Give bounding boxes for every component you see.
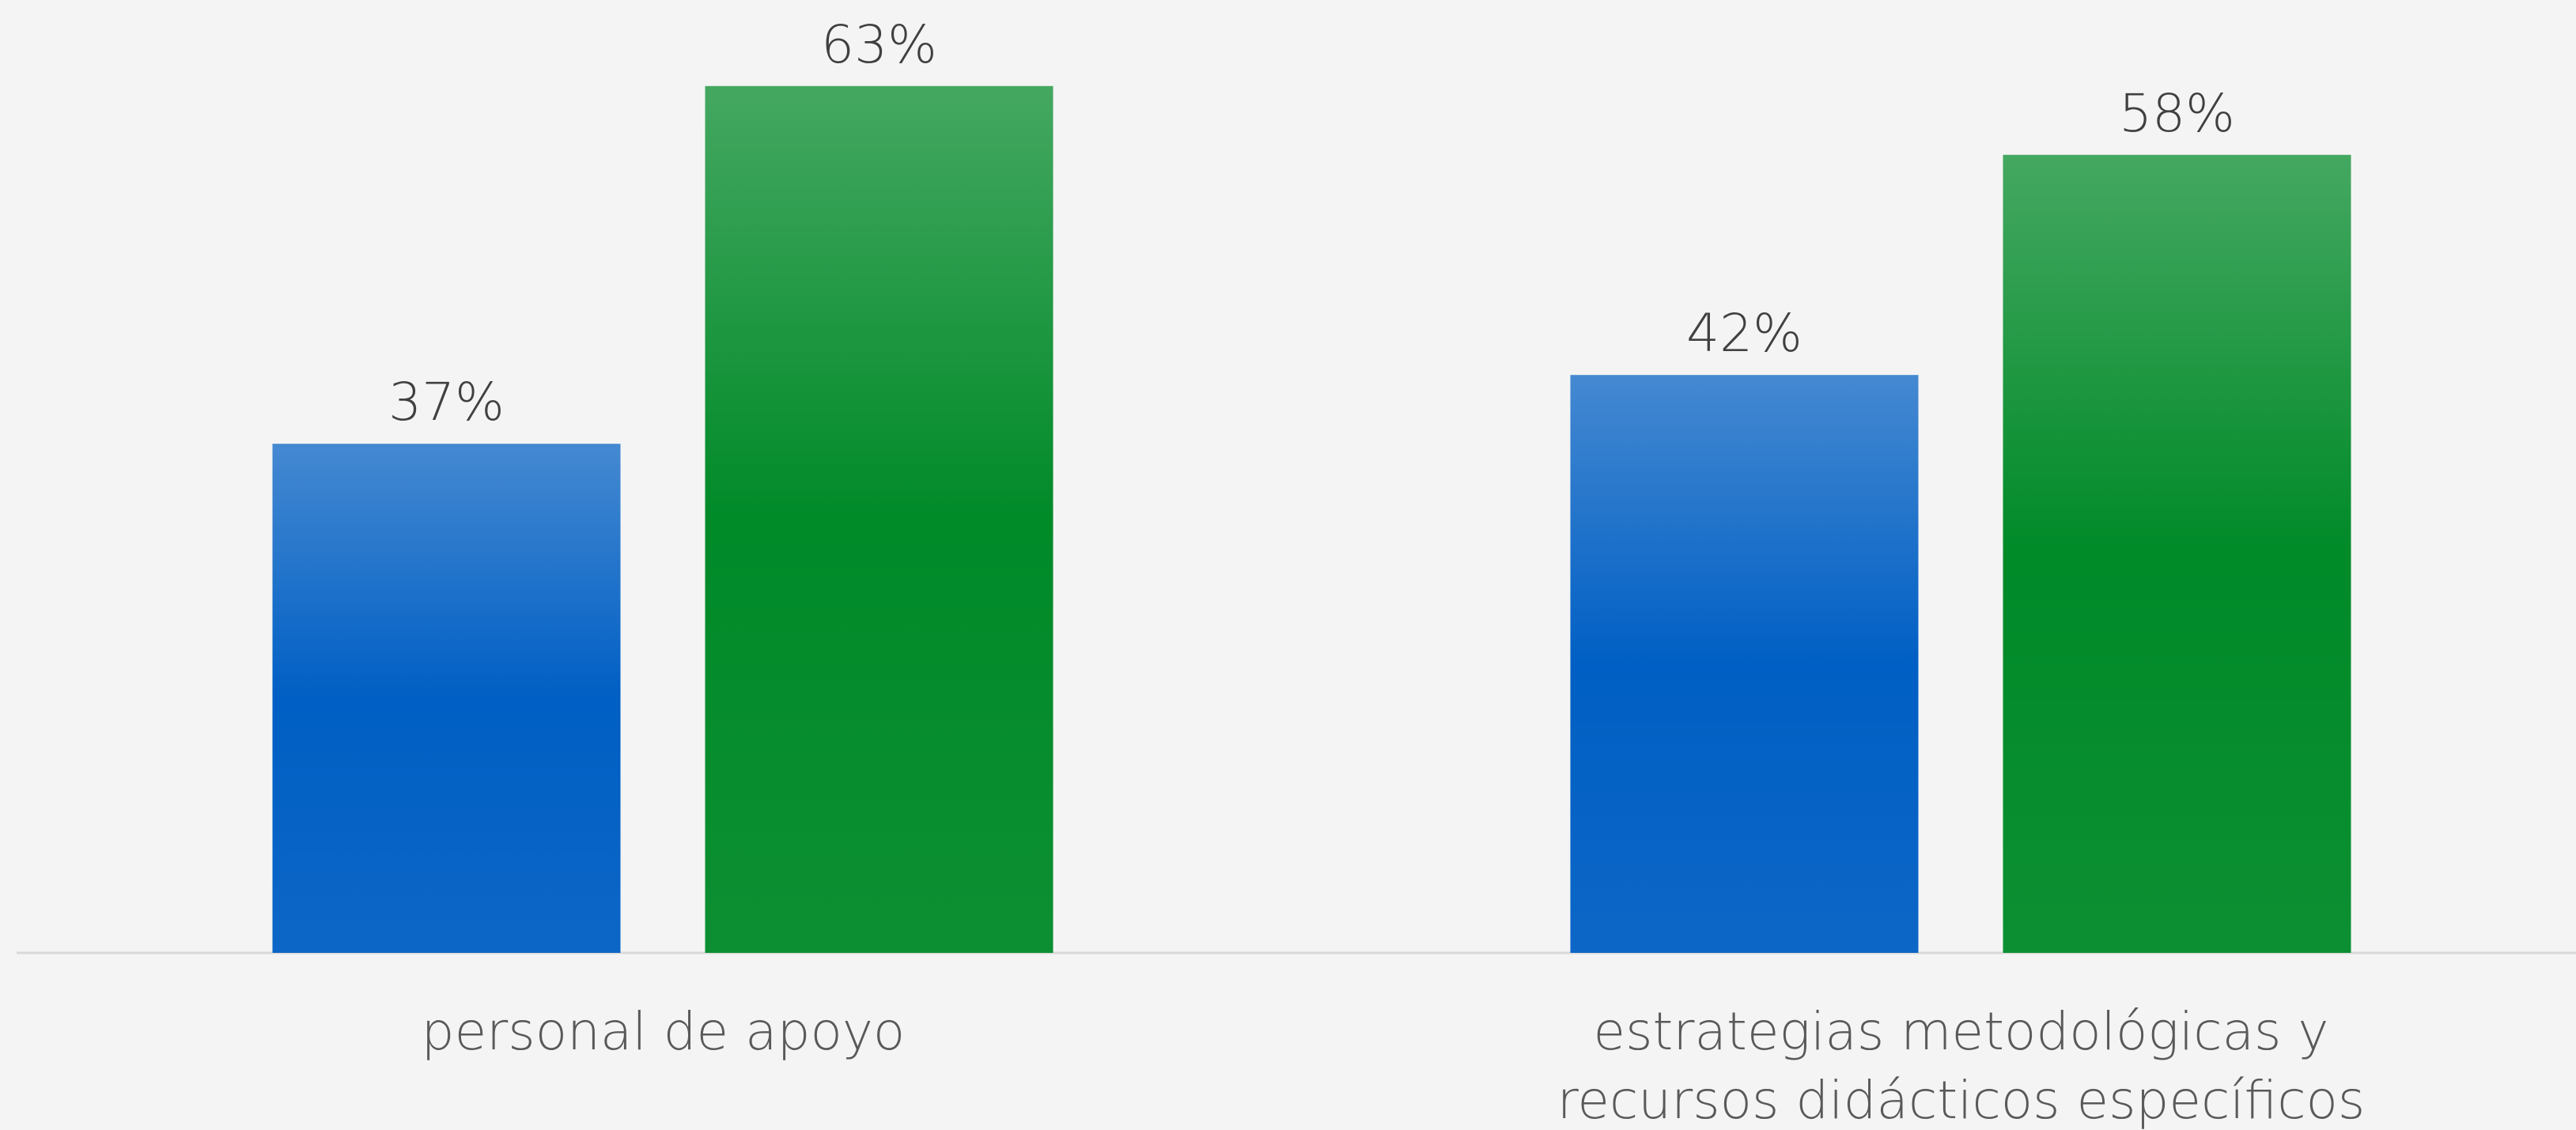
- bar: [1570, 375, 1919, 953]
- bar: [705, 85, 1053, 953]
- bar: [2003, 154, 2351, 954]
- x-tick-label: personal de apoyo: [421, 1001, 906, 1062]
- x-tick-label: estrategias metodológicas y recursos did…: [1557, 1001, 2366, 1130]
- data-label: 42%: [1686, 303, 1802, 364]
- bar: [272, 444, 621, 953]
- data-label: 58%: [2119, 83, 2235, 144]
- data-label: 63%: [821, 14, 937, 75]
- data-label: 37%: [388, 372, 505, 433]
